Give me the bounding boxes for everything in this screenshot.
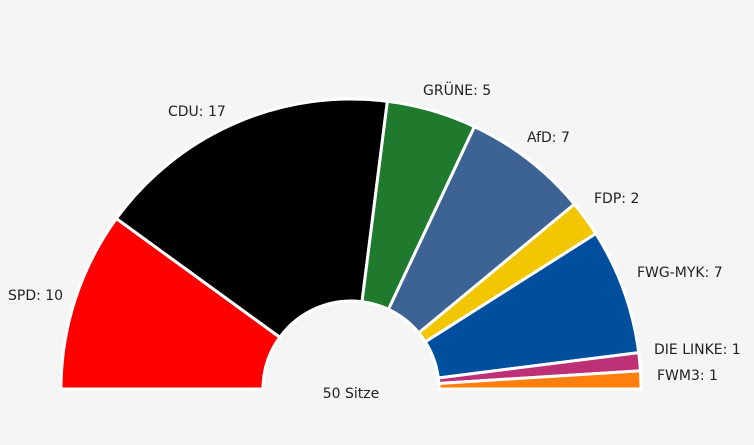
- label-cdu: CDU: 17: [168, 104, 226, 120]
- segment-fwm3[interactable]: [437, 369, 643, 391]
- label-die-linke: DIE LINKE: 1: [654, 342, 741, 358]
- segments-group: [59, 97, 643, 391]
- label-fwg-myk: FWG-MYK: 7: [637, 265, 723, 281]
- segment-cdu[interactable]: [114, 97, 389, 339]
- label-fdp: FDP: 2: [594, 191, 639, 207]
- label-afd: AfD: 7: [527, 130, 570, 146]
- labels-group: SPD: 10 CDU: 17 GRÜNE: 5 AfD: 7 FDP: 2 FWG-MY…: [8, 81, 741, 384]
- label-fwm3: FWM3: 1: [657, 368, 718, 384]
- label-spd: SPD: 10: [8, 288, 63, 304]
- label-gr-ne: GRÜNE: 5: [423, 81, 491, 99]
- total-seats-label: 50 Sitze: [323, 386, 380, 402]
- segment-spd[interactable]: [59, 217, 282, 391]
